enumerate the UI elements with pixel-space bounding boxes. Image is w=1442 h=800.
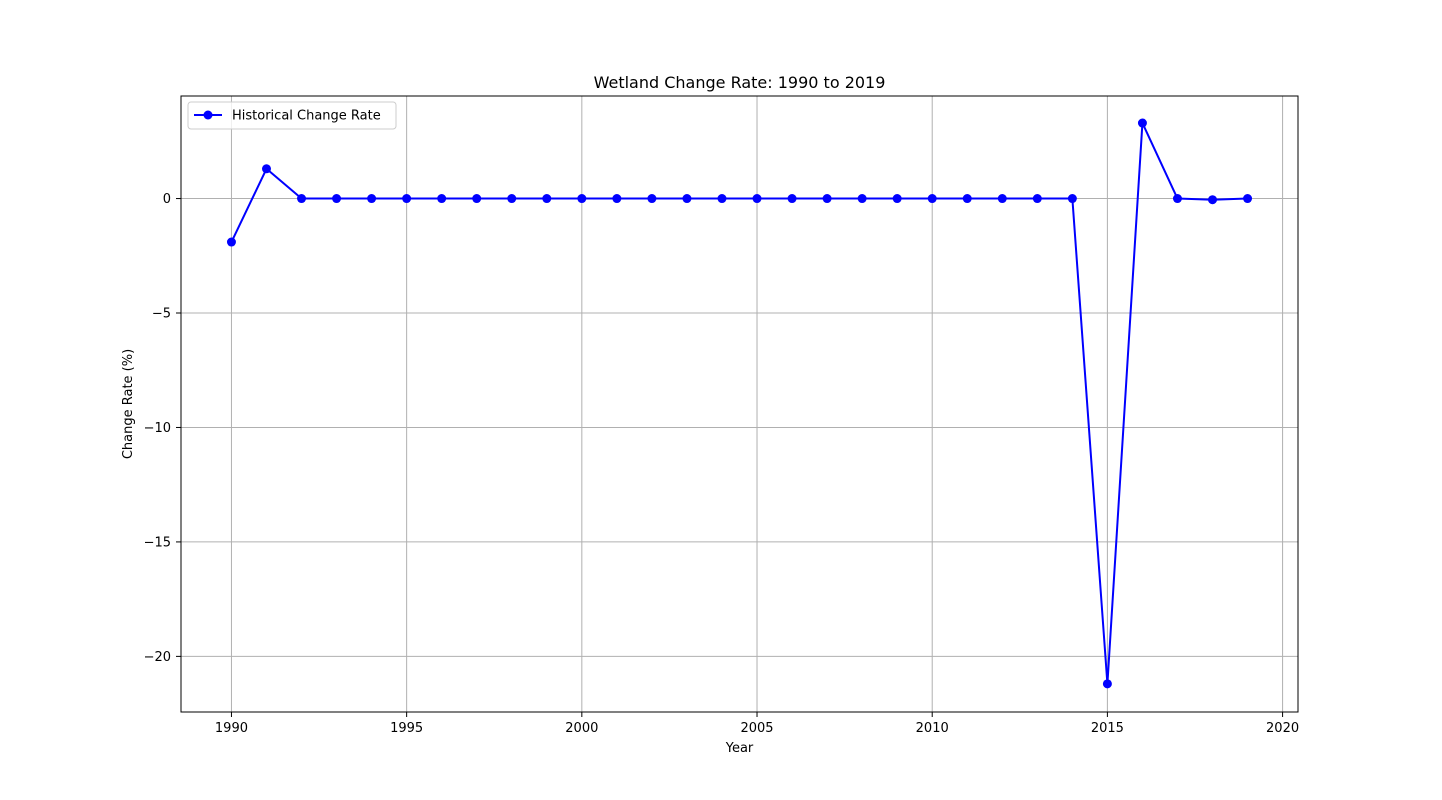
series-line-historical-change-rate	[230, 122, 1248, 685]
data-point-1991	[261, 164, 271, 174]
data-point-2007	[822, 194, 832, 204]
x-tick-label: 2020	[1266, 721, 1299, 736]
legend-label: Historical Change Rate	[232, 109, 381, 124]
data-point-2014	[1067, 194, 1077, 204]
data-point-2008	[857, 194, 867, 204]
y-tick-label: −5	[152, 307, 171, 322]
x-tick-label: 1995	[390, 721, 423, 736]
data-point-2012	[997, 194, 1007, 204]
data-point-1998	[507, 194, 517, 204]
y-axis-label: Change Rate (%)	[121, 349, 136, 459]
y-tick-label: −15	[144, 535, 171, 550]
x-tick-label: 2015	[1091, 721, 1124, 736]
data-point-2002	[647, 194, 657, 204]
legend-box	[187, 101, 397, 130]
data-point-2010	[927, 194, 937, 204]
data-point-2009	[892, 194, 902, 204]
x-tick-label: 1990	[215, 721, 248, 736]
x-tick-label: 2010	[916, 721, 949, 736]
axes-frame	[180, 95, 1299, 713]
data-point-1993	[332, 194, 342, 204]
data-point-2001	[612, 194, 622, 204]
data-point-2016	[1137, 118, 1147, 128]
y-tick-label: 0	[163, 192, 171, 207]
legend: Historical Change Rate	[187, 101, 397, 130]
legend-marker-swatch	[203, 110, 213, 120]
data-point-2005	[752, 194, 762, 204]
data-point-1994	[367, 194, 377, 204]
data-point-1995	[402, 194, 412, 204]
series-layer	[226, 118, 1253, 689]
chart-title: Wetland Change Rate: 1990 to 2019	[594, 73, 886, 92]
data-point-2006	[787, 194, 797, 204]
data-point-1990	[226, 237, 236, 247]
data-point-1997	[472, 194, 482, 204]
ticks: 1990 1995 2000 2005 2010 2015 2020 −20 −15 −10 −5 0	[144, 192, 1300, 736]
data-point-2018	[1208, 195, 1218, 205]
data-point-2015	[1102, 679, 1112, 689]
data-point-2017	[1172, 194, 1182, 204]
data-point-1992	[297, 194, 307, 204]
data-point-2019	[1243, 194, 1253, 204]
data-point-1996	[437, 194, 447, 204]
data-point-2011	[962, 194, 972, 204]
data-point-2013	[1032, 194, 1042, 204]
data-point-2000	[577, 194, 587, 204]
data-point-2004	[717, 194, 727, 204]
data-point-2003	[682, 194, 692, 204]
x-tick-label: 2000	[565, 721, 598, 736]
x-axis-label: Year	[725, 741, 754, 756]
x-tick-label: 2005	[740, 721, 773, 736]
y-tick-label: −20	[144, 650, 171, 665]
y-tick-label: −10	[144, 421, 171, 436]
data-point-1999	[542, 194, 552, 204]
